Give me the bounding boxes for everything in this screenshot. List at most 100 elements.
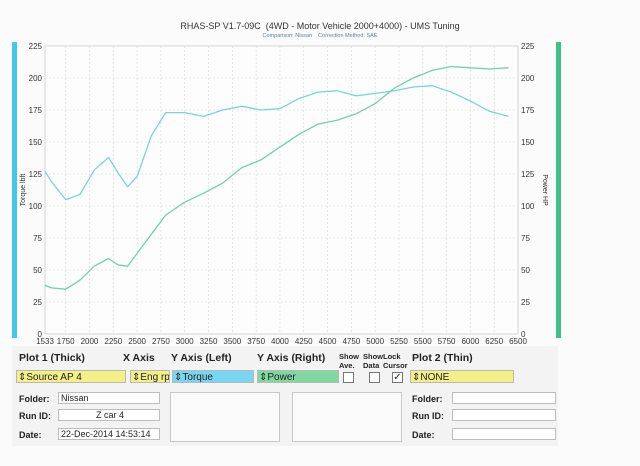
updown-arrow-icon: ⇕ — [174, 372, 183, 383]
data-point-power — [44, 285, 45, 286]
data-point-torque — [489, 111, 490, 112]
y-left-tick-label: 25 — [33, 298, 42, 307]
data-point-torque — [241, 106, 242, 107]
plot-area — [44, 45, 519, 335]
data-point-torque — [184, 112, 185, 113]
data-point-power — [489, 68, 490, 69]
y-left-color-strip — [12, 42, 17, 338]
data-point-torque — [336, 90, 337, 91]
updown-arrow-icon: ⇕ — [18, 372, 27, 383]
data-point-torque — [117, 172, 118, 173]
y-right-tick-label: 200 — [521, 74, 535, 83]
plot2-notes-box[interactable] — [292, 392, 402, 442]
show-ave-checkbox[interactable] — [343, 372, 354, 383]
x-tick-label: 5500 — [414, 337, 432, 346]
data-point-power — [413, 77, 414, 78]
x-tick-label: 6500 — [509, 337, 527, 346]
y-left-tick-label: 100 — [29, 202, 43, 211]
data-point-torque — [375, 93, 376, 94]
data-point-power — [65, 289, 66, 290]
y-left-tick-label: 0 — [38, 330, 43, 339]
data-point-torque — [508, 116, 509, 117]
folder2-field[interactable] — [452, 392, 556, 404]
data-point-torque — [165, 112, 166, 113]
data-point-torque — [279, 108, 280, 109]
x-tick-label: 3000 — [176, 337, 194, 346]
data-point-torque — [432, 85, 433, 86]
data-point-torque — [413, 86, 414, 87]
plot1-source-select[interactable]: ⇕Source AP 4 — [16, 370, 126, 383]
data-point-torque — [260, 109, 261, 110]
data-point-torque — [79, 194, 80, 195]
y-right-tick-label: 150 — [521, 138, 535, 147]
run-id2-label: Run ID: — [412, 411, 444, 421]
y-right-tick-label: 25 — [521, 298, 530, 307]
run-id-field[interactable]: Z car 4 — [58, 409, 160, 421]
x-tick-label: 2500 — [128, 337, 146, 346]
lock-cursor-checkbox[interactable]: ✓ — [392, 372, 403, 383]
x-tick-label: 4750 — [342, 337, 360, 346]
y-right-tick-label: 225 — [521, 42, 535, 51]
data-point-torque — [394, 90, 395, 91]
y-left-tick-label: 175 — [29, 106, 43, 115]
data-point-torque — [44, 171, 45, 172]
y-left-tick-label: 200 — [29, 74, 43, 83]
data-point-power — [203, 193, 204, 194]
data-point-power — [241, 167, 242, 168]
x-tick-label: 3250 — [200, 337, 218, 346]
data-point-torque — [470, 100, 471, 101]
updown-arrow-icon: ⇕ — [259, 372, 268, 383]
y-left-select[interactable]: ⇕Torque — [172, 370, 254, 383]
data-point-power — [394, 88, 395, 89]
lock-cursor-label: Lock Cursor — [383, 352, 408, 370]
chart-subtitle: Comparison: Nissan Correction Method: SA… — [262, 33, 378, 39]
data-point-power — [222, 182, 223, 183]
y-right-tick-label: 0 — [521, 330, 526, 339]
plot2-source-select[interactable]: ⇕NONE — [410, 370, 514, 383]
x-tick-label: 4500 — [319, 337, 337, 346]
data-point-power — [432, 70, 433, 71]
data-point-power — [184, 202, 185, 203]
x-tick-label: 5250 — [390, 337, 408, 346]
y-right-tick-label: 125 — [521, 170, 535, 179]
data-point-power — [136, 253, 137, 254]
folder-label: Folder: — [19, 394, 50, 404]
date2-field[interactable] — [452, 428, 556, 440]
series-line-power — [44, 65, 509, 290]
show-data-checkbox[interactable] — [369, 372, 380, 383]
data-point-power — [356, 113, 357, 114]
y-right-select[interactable]: ⇕Power — [257, 370, 339, 383]
x-tick-label: 5000 — [366, 337, 384, 346]
plot1-notes-box[interactable] — [170, 392, 280, 442]
x-axis-heading: X Axis — [123, 352, 155, 364]
y-left-heading: Y Axis (Left) — [171, 352, 232, 364]
x-tick-label: 3750 — [247, 337, 265, 346]
data-point-torque — [356, 95, 357, 96]
control-panel: Plot 1 (Thick) X Axis Y Axis (Left) Y Ax… — [12, 346, 558, 446]
data-point-power — [79, 280, 80, 281]
data-point-power — [508, 67, 509, 68]
x-tick-label: 2250 — [104, 337, 122, 346]
y-right-value: Power — [267, 372, 296, 383]
y-left-tick-label: 225 — [29, 42, 43, 51]
data-point-torque — [151, 135, 152, 136]
data-point-torque — [203, 116, 204, 117]
data-point-power — [151, 234, 152, 235]
data-point-power — [260, 159, 261, 160]
x-axis-select[interactable]: ⇕Eng rpr — [130, 370, 170, 383]
data-point-power — [451, 66, 452, 67]
x-tick-label: 1533 — [36, 337, 54, 346]
x-tick-label: 2000 — [81, 337, 99, 346]
data-point-torque — [136, 176, 137, 177]
y-right-axis-label: Power HP — [541, 174, 548, 206]
folder-field[interactable]: Nissan — [58, 392, 160, 404]
data-point-power — [470, 67, 471, 68]
data-point-torque — [65, 199, 66, 200]
run-id2-field[interactable] — [452, 409, 556, 421]
data-point-power — [108, 258, 109, 259]
date-field[interactable]: 22-Dec-2014 14:53:14 — [58, 428, 160, 440]
data-point-power — [317, 123, 318, 124]
y-left-tick-label: 150 — [29, 138, 43, 147]
data-point-torque — [222, 109, 223, 110]
